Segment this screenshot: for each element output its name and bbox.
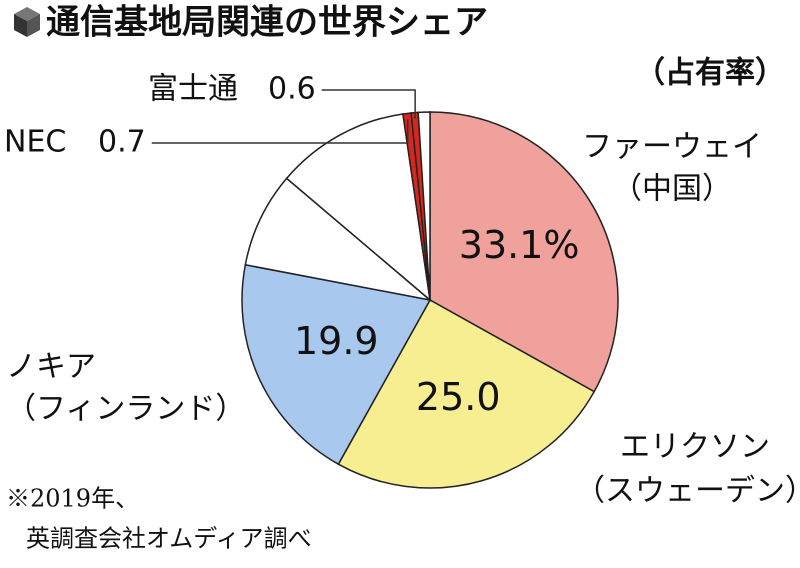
pie-slice	[241, 263, 432, 466]
slice-label: エリクソン	[620, 430, 770, 465]
value-label: 25.0	[416, 375, 501, 419]
pie-slice	[337, 298, 596, 489]
pie-slice	[429, 111, 619, 393]
value-label: 0.6	[268, 72, 316, 107]
note: ※2019年、	[6, 485, 139, 513]
slice-label: （中国）	[612, 172, 732, 207]
chart-title: 通信基地局関連の世界シェア	[46, 3, 488, 43]
slice-label: ファーウェイ	[582, 130, 762, 165]
slice-label: （スウェーデン）	[575, 474, 800, 509]
title-icon	[14, 7, 40, 37]
value-label: 0.7	[98, 125, 146, 160]
note: 英調査会社オムディア調べ	[26, 525, 312, 553]
pie-slice	[417, 111, 431, 301]
chart-subtitle: （占有率）	[635, 56, 785, 91]
slice-label: ノキア	[6, 350, 96, 385]
leader-line	[321, 89, 416, 119]
slice-label: （フィンランド）	[6, 392, 245, 427]
pie-slice	[285, 113, 432, 302]
leader-line	[151, 119, 409, 144]
value-label: 19.9	[294, 319, 379, 363]
slice-label: 富士通	[148, 72, 238, 107]
slice-label: NEC	[4, 125, 66, 160]
pie-slice	[244, 177, 433, 302]
value-label: 33.1%	[459, 223, 580, 267]
